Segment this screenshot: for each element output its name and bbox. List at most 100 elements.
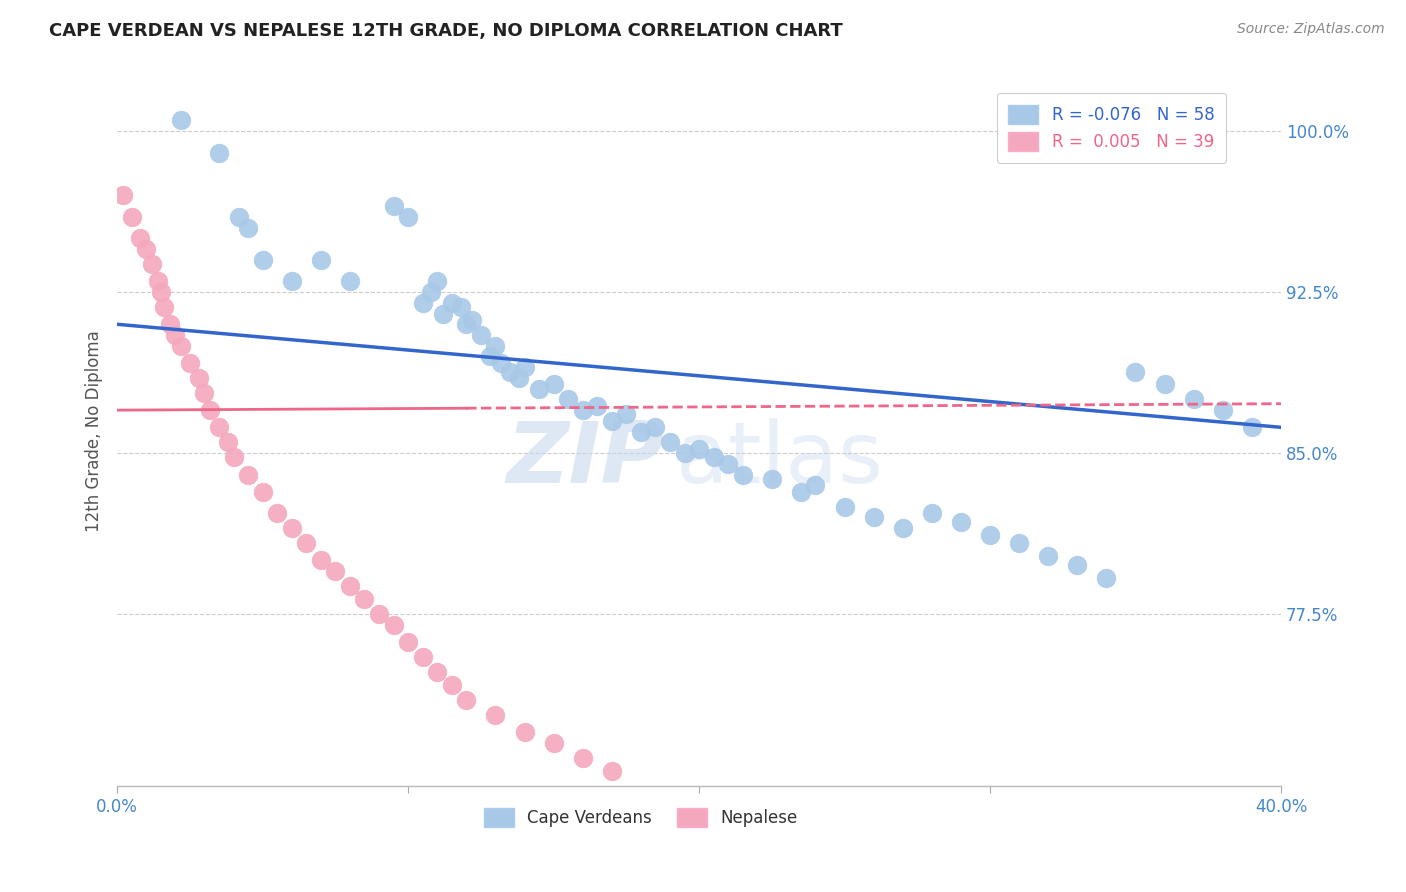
Point [1038, 549, 1060, 563]
Point [484, 339, 506, 353]
Point [1240, 420, 1263, 434]
Y-axis label: 12th Grade, No Diploma: 12th Grade, No Diploma [86, 331, 103, 533]
Point [1066, 558, 1088, 572]
Point [673, 446, 696, 460]
Point [1008, 536, 1031, 550]
Point [200, 403, 222, 417]
Text: atlas: atlas [676, 418, 884, 501]
Point [141, 257, 163, 271]
Point [630, 425, 652, 439]
Point [412, 650, 434, 665]
Point [165, 328, 187, 343]
Point [353, 592, 375, 607]
Point [217, 435, 239, 450]
Point [527, 382, 550, 396]
Point [688, 442, 710, 456]
Point [228, 210, 250, 224]
Point [193, 386, 215, 401]
Point [252, 484, 274, 499]
Point [979, 527, 1001, 541]
Point [1095, 571, 1118, 585]
Point [586, 399, 609, 413]
Point [450, 300, 472, 314]
Point [309, 252, 332, 267]
Point [170, 339, 193, 353]
Point [129, 231, 152, 245]
Point [600, 414, 623, 428]
Point [440, 295, 463, 310]
Point [484, 708, 506, 723]
Point [921, 506, 943, 520]
Point [1182, 392, 1205, 407]
Point [281, 521, 304, 535]
Point [170, 113, 193, 128]
Point [1212, 403, 1234, 417]
Point [208, 420, 231, 434]
Point [339, 579, 361, 593]
Point [440, 678, 463, 692]
Point [368, 607, 391, 621]
Text: CAPE VERDEAN VS NEPALESE 12TH GRADE, NO DIPLOMA CORRELATION CHART: CAPE VERDEAN VS NEPALESE 12TH GRADE, NO … [49, 22, 844, 40]
Point [614, 408, 637, 422]
Point [470, 328, 492, 343]
Point [1153, 377, 1175, 392]
Point [571, 751, 593, 765]
Text: ZIP: ZIP [506, 418, 664, 501]
Point [557, 392, 579, 407]
Point [513, 360, 536, 375]
Point [266, 506, 288, 520]
Point [499, 364, 522, 378]
Point [489, 356, 512, 370]
Point [571, 403, 593, 417]
Point [717, 457, 740, 471]
Point [513, 725, 536, 739]
Point [236, 220, 259, 235]
Point [456, 318, 478, 332]
Point [426, 274, 449, 288]
Point [420, 285, 443, 299]
Point [382, 617, 405, 632]
Point [1125, 364, 1147, 378]
Point [456, 693, 478, 707]
Point [790, 484, 813, 499]
Text: Source: ZipAtlas.com: Source: ZipAtlas.com [1237, 22, 1385, 37]
Point [281, 274, 304, 288]
Point [339, 274, 361, 288]
Point [891, 521, 914, 535]
Point [208, 145, 231, 160]
Point [761, 472, 783, 486]
Point [396, 635, 419, 649]
Point [659, 435, 682, 450]
Legend: Cape Verdeans, Nepalese: Cape Verdeans, Nepalese [478, 802, 804, 834]
Point [146, 274, 169, 288]
Point [432, 307, 454, 321]
Point [426, 665, 449, 679]
Point [236, 467, 259, 482]
Point [478, 350, 501, 364]
Point [543, 736, 565, 750]
Point [309, 553, 332, 567]
Point [135, 242, 157, 256]
Point [382, 199, 405, 213]
Point [149, 285, 172, 299]
Point [461, 313, 484, 327]
Point [111, 188, 134, 202]
Point [834, 500, 856, 514]
Point [703, 450, 725, 465]
Point [396, 210, 419, 224]
Point [731, 467, 754, 482]
Point [159, 318, 181, 332]
Point [862, 510, 884, 524]
Point [508, 371, 530, 385]
Point [949, 515, 972, 529]
Point [187, 371, 209, 385]
Point [600, 764, 623, 778]
Point [804, 478, 827, 492]
Point [543, 377, 565, 392]
Point [121, 210, 143, 224]
Point [644, 420, 666, 434]
Point [295, 536, 318, 550]
Point [179, 356, 201, 370]
Point [412, 295, 434, 310]
Point [222, 450, 245, 465]
